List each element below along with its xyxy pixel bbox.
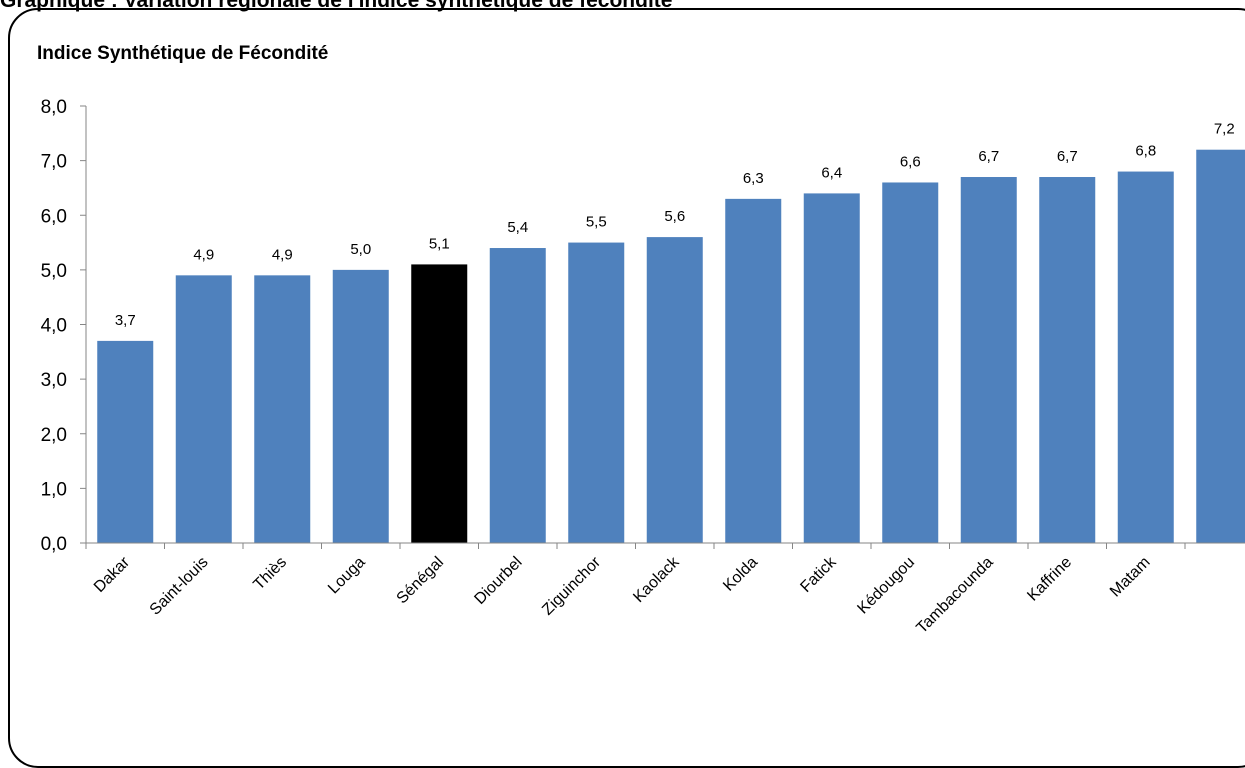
y-tick-label: 6,0 [41,206,67,227]
data-label: 5,5 [586,214,607,231]
category-label: Kédougou [854,554,918,618]
y-tick-label: 8,0 [41,97,67,118]
data-label: 6,3 [743,170,764,187]
bar [411,264,468,543]
bar [1039,177,1096,543]
category-label: Fatick [797,553,840,596]
category-label: Saint-louis [147,554,212,619]
data-label: 6,8 [1135,143,1156,160]
data-label: 6,6 [900,153,921,170]
data-label: 6,7 [1057,148,1078,165]
bar-chart: Indice Synthétique de Fécondité 0,0 1,0 2,… [37,43,1245,637]
data-label: 3,7 [115,312,136,329]
category-label: Diourbel [471,554,525,608]
bar [646,237,703,543]
category-label: Kolda [720,554,761,595]
y-tick-label: 7,0 [41,152,67,173]
category-label: Sénégal [394,554,448,608]
data-label: 6,7 [978,148,999,165]
category-label: Kaffrine [1024,554,1075,605]
chart-title: Indice Synthétique de Fécondité [37,43,328,64]
bar [1117,171,1174,544]
y-tick-label: 5,0 [41,261,67,282]
y-tick-label: 4,0 [41,316,67,337]
data-label: 5,6 [664,208,685,225]
category-label: Dakar [91,553,134,596]
category-label: Louga [325,554,369,598]
bar [725,198,782,544]
category-label: Ziguinchor [539,553,604,618]
bars: 3,7 4,9 4,9 5,0 5,1 5,4 5,5 5,6 6,3 6,4 6,6 6,7 6,7 6… [97,121,1245,544]
data-label: 4,9 [193,246,214,263]
category-label: Matam [1107,554,1154,601]
bar [882,182,939,543]
y-tick-label: 1,0 [41,479,67,500]
data-label: 5,4 [507,219,528,236]
bar [960,177,1017,543]
bar [489,248,546,543]
category-label: Kaolack [630,553,683,606]
data-label: 7,2 [1214,121,1235,138]
category-label: Tambacounda [913,554,996,637]
bar [97,340,154,543]
data-label: 6,4 [821,164,842,181]
x-axis: Dakar Saint-louis Thiès Louga Sénégal Diourbe… [85,542,1245,637]
data-label: 4,9 [272,246,293,263]
category-label: Thiès [250,554,290,594]
data-label: 5,0 [350,241,371,258]
data-label: 5,1 [429,235,450,252]
bar [568,242,625,543]
y-tick-label: 3,0 [41,370,67,391]
y-tick-label: 2,0 [41,425,67,446]
bar [1196,149,1245,543]
y-tick-label: 0,0 [41,534,67,555]
bar [175,275,232,543]
bar [803,193,860,543]
y-axis: 0,0 1,0 2,0 3,0 4,0 5,0 6,0 7,0 8,0 [41,97,87,555]
bar [254,275,311,543]
bar [332,269,389,543]
